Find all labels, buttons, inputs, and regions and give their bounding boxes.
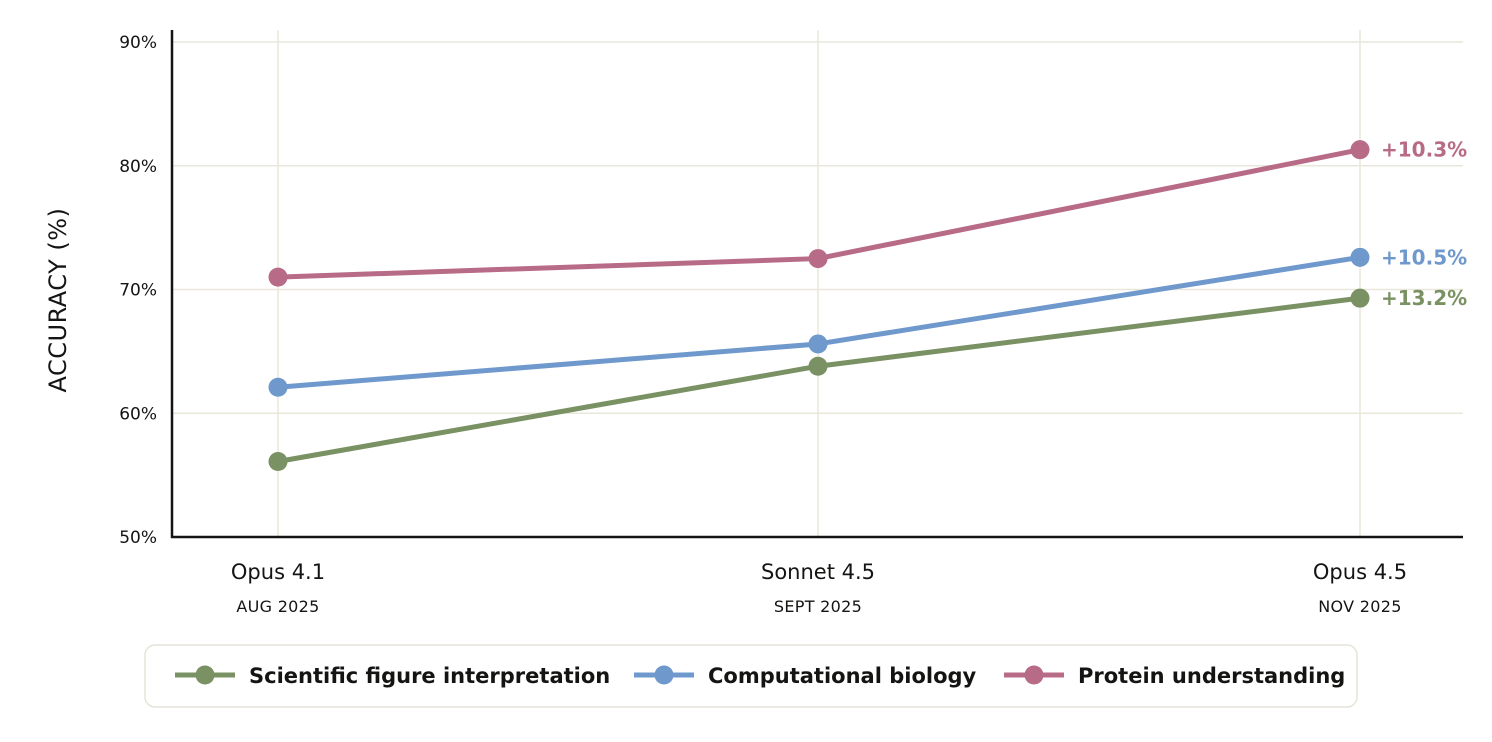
legend-swatch-marker (195, 665, 215, 685)
x-tick-label: Sonnet 4.5 (761, 560, 875, 584)
data-point (808, 249, 828, 269)
y-axis-label: ACCURACY (%) (44, 208, 72, 393)
data-point (1350, 140, 1370, 160)
data-point (808, 356, 828, 376)
x-tick-date-label: AUG 2025 (236, 597, 319, 616)
x-tick-date-label: SEPT 2025 (774, 597, 862, 616)
legend-label: Protein understanding (1078, 664, 1345, 688)
y-tick-label: 90% (119, 33, 157, 53)
data-point (1350, 288, 1370, 308)
legend-box (144, 644, 1358, 708)
series-protein-understanding: +10.3% (268, 138, 1467, 287)
series-line (275, 295, 1363, 465)
data-point (1350, 247, 1370, 267)
legend-label: Scientific figure interpretation (249, 664, 610, 688)
legend-swatch-marker (1024, 665, 1044, 685)
series-computational-biology: +10.5% (268, 245, 1467, 397)
y-tick-label: 50% (119, 528, 157, 548)
data-point (268, 452, 288, 472)
x-tick-label: Opus 4.1 (231, 560, 325, 584)
delta-label: +13.2% (1381, 286, 1467, 310)
series-layer: +13.2% +10.5% +10.3% (268, 138, 1467, 472)
legend-label: Computational biology (708, 664, 977, 688)
grid-layer (172, 30, 1463, 537)
y-tick-label: 60% (119, 404, 157, 424)
y-tick-label: 70% (119, 281, 157, 301)
legend-item: Protein understanding (1004, 664, 1345, 688)
series-scientific-figure-interpretation: +13.2% (268, 286, 1467, 472)
data-point (268, 267, 288, 287)
legend: Scientific figure interpretation Computat… (144, 644, 1358, 708)
x-tick-date-label: NOV 2025 (1318, 597, 1401, 616)
x-tick-label: Opus 4.5 (1313, 560, 1407, 584)
delta-label: +10.3% (1381, 138, 1467, 162)
axis-layer: 50% 60% 70% 80% 90% ACCURACY (%) Opus 4.1 AUG 2… (44, 30, 1463, 616)
data-point (268, 377, 288, 397)
legend-item: Scientific figure interpretation (175, 664, 610, 688)
legend-item: Computational biology (634, 664, 977, 688)
legend-swatch-marker (654, 665, 674, 685)
data-point (808, 334, 828, 354)
delta-label: +10.5% (1381, 245, 1467, 269)
y-tick-label: 80% (119, 157, 157, 177)
